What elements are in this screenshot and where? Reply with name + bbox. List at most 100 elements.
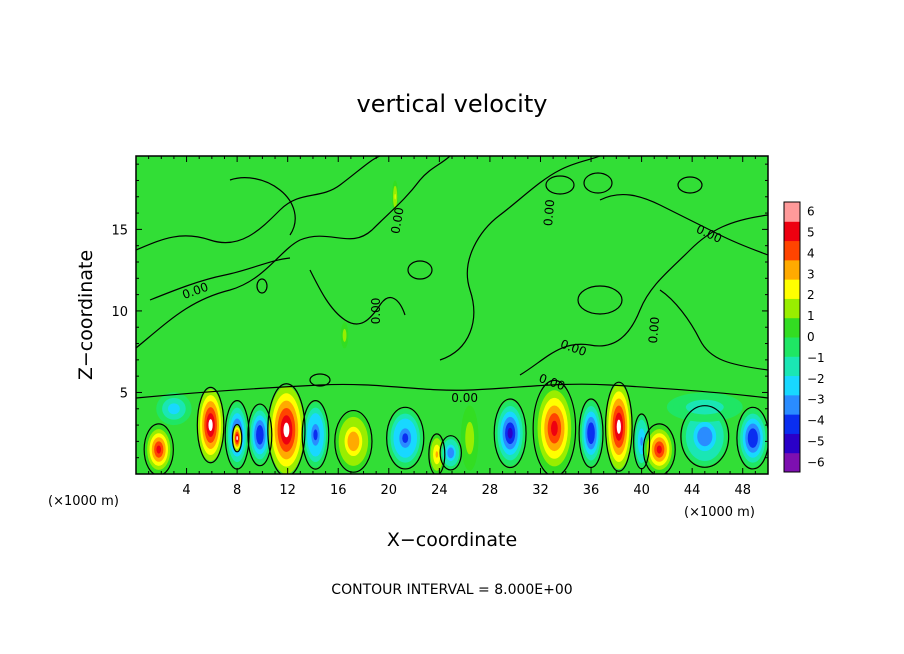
cell-band — [394, 194, 396, 200]
velocity-cell — [682, 407, 728, 466]
colorbar: 6 5 4 3 2 1 0 −1 −2 −3 −4 −5 −6 — [783, 201, 825, 473]
velocity-cell — [248, 405, 272, 465]
velocity-cell — [232, 425, 242, 452]
cell-band — [402, 433, 409, 444]
colorbar-swatch — [784, 337, 800, 357]
contour-loop — [309, 373, 331, 387]
colorbar-tick-label: 5 — [807, 226, 815, 240]
cell-contour — [143, 423, 174, 474]
cell-band — [208, 419, 213, 432]
colorbar-swatch — [784, 259, 800, 280]
colorbar-swatch — [784, 240, 800, 261]
colorbar-swatch — [784, 452, 800, 473]
cell-band — [640, 437, 643, 446]
velocity-cell — [737, 408, 768, 468]
contour-loop — [256, 278, 268, 294]
contour-line — [136, 383, 768, 399]
cell-band — [449, 450, 453, 456]
cell-band — [170, 406, 177, 412]
contour-line — [519, 214, 768, 376]
cell-contour — [196, 386, 225, 464]
cell-contour — [247, 403, 273, 467]
velocity-cell — [429, 434, 445, 474]
velocity-cell — [606, 384, 632, 470]
cell-band — [656, 445, 662, 454]
x-tick-label: 40 — [633, 483, 650, 498]
colorbar-swatch — [784, 202, 800, 222]
cell-contour — [736, 406, 768, 470]
colorbar-swatch — [784, 356, 800, 377]
contour-line — [599, 194, 768, 256]
cell-band — [589, 427, 593, 439]
cell-contour — [231, 423, 243, 453]
contour-interval-note: CONTOUR INTERVAL = 8.000E+00 — [331, 582, 572, 598]
cell-contour — [642, 423, 676, 474]
cell-band — [435, 451, 439, 458]
colorbar-swatch — [784, 279, 800, 299]
x-tick-label: 36 — [583, 483, 600, 498]
colorbar-swatch — [784, 375, 800, 396]
chart-title: vertical velocity — [357, 90, 548, 118]
colorbar-tick-label: 2 — [807, 288, 815, 302]
colorbar-frame — [783, 201, 801, 473]
contour-line — [309, 269, 406, 325]
velocity-cell — [579, 400, 603, 466]
colorbar-tick-label: −3 — [807, 393, 825, 407]
colorbar-swatch — [784, 221, 800, 242]
contour-line — [229, 177, 296, 236]
cell-contour — [439, 435, 462, 471]
cell-band — [616, 419, 621, 434]
contour-loop — [677, 176, 703, 194]
x-tick-label: 12 — [279, 483, 296, 498]
cell-band — [313, 429, 318, 441]
contour-line — [136, 156, 451, 349]
x-tick-label: 24 — [431, 483, 448, 498]
colorbar-tick-label: −5 — [807, 434, 825, 448]
y-tick-label: 5 — [120, 386, 128, 401]
colorbar-tick-label: 6 — [807, 205, 815, 219]
cell-contour — [493, 398, 527, 469]
velocity-cell — [644, 425, 675, 474]
x-unit-left: (×1000 m) — [48, 494, 119, 509]
x-axis-ticks: 4 8 12 16 20 24 28 32 36 40 44 48 — [148, 156, 756, 498]
contour-line — [149, 257, 291, 301]
colorbar-tick-label: 1 — [807, 309, 815, 323]
cell-contour — [604, 381, 633, 472]
contour-label: 0.00 — [451, 391, 478, 405]
cell-band — [507, 427, 513, 439]
cell-band — [701, 431, 709, 442]
colorbar-tick-label: 3 — [807, 267, 815, 281]
cell-band — [551, 420, 558, 436]
cell-contour — [334, 409, 373, 473]
velocity-cell — [197, 389, 224, 461]
cell-band — [750, 433, 756, 444]
contour-loop — [545, 175, 575, 195]
colorbar-swatch — [784, 414, 800, 434]
y-axis-label: Z−coordinate — [75, 250, 97, 380]
colorbar-tick-label: −1 — [807, 351, 825, 365]
colorbar-tick-label: −4 — [807, 414, 825, 428]
contour-line — [439, 156, 601, 361]
x-tick-label: 44 — [684, 483, 701, 498]
plot-area: 0.000.00 0.000.000.000.000.000.000.00 — [135, 155, 769, 475]
x-tick-label: 16 — [330, 483, 347, 498]
cell-contours — [143, 379, 768, 474]
colorbar-swatch — [784, 317, 800, 338]
colorbar-swatch — [784, 433, 800, 454]
contour-label: 0.00 — [541, 199, 557, 227]
x-tick-label: 8 — [233, 483, 241, 498]
colorbar-tick-label: −2 — [807, 372, 825, 386]
velocity-cell — [666, 392, 743, 422]
x-tick-label: 20 — [381, 483, 398, 498]
contour-line — [136, 156, 381, 251]
velocity-cell — [144, 425, 173, 474]
colorbar-tick-label: 0 — [807, 330, 815, 344]
y-tick-label: 10 — [111, 305, 128, 320]
velocity-cell — [156, 392, 192, 426]
velocity-field — [144, 180, 768, 474]
velocity-cell — [440, 436, 461, 470]
velocity-cell — [268, 385, 305, 474]
cell-band — [468, 432, 472, 444]
colorbar-swatch — [784, 394, 800, 415]
